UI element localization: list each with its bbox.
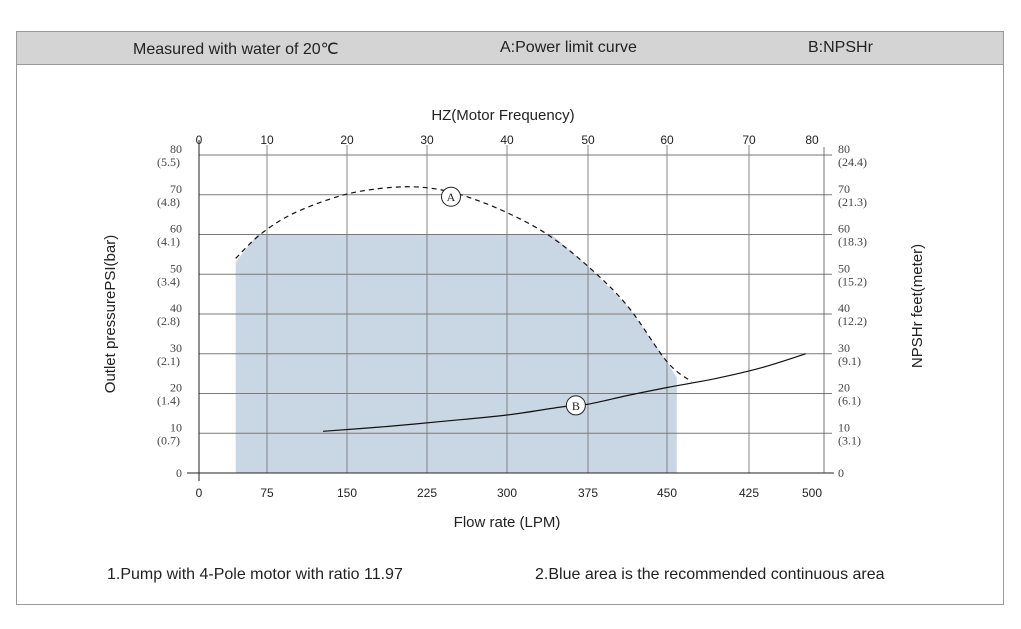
hz-tick-label: 50 <box>581 133 595 147</box>
npshr-m-tick-label: (12.2) <box>838 314 867 328</box>
npshr-ft-tick-label: 70 <box>838 182 850 196</box>
npshr-m-tick-label: (21.3) <box>838 195 867 209</box>
npshr-ft-tick-label: 50 <box>838 261 850 275</box>
npshr-ft-tick-label: 0 <box>838 466 844 480</box>
npshr-m-tick-label: (18.3) <box>838 235 867 249</box>
measurement-condition: Measured with water of 20℃ <box>133 41 339 58</box>
psi-tick-label: 40 <box>170 301 182 315</box>
bar-tick-label: (0.7) <box>157 433 180 447</box>
hz-tick-label: 10 <box>260 133 274 147</box>
hz-tick-label: 30 <box>420 133 434 147</box>
left-axis-title: Outlet pressurePSI(bar) <box>102 235 119 393</box>
bottom-axis-title: Flow rate (LPM) <box>454 514 561 531</box>
header-bar: Measured with water of 20℃ A:Power limit… <box>17 32 1003 65</box>
hz-tick-label: 0 <box>196 133 203 147</box>
npshr-m-tick-label: (15.2) <box>838 274 867 288</box>
psi-tick-label: 20 <box>170 381 182 395</box>
bar-tick-label: (2.1) <box>157 354 180 368</box>
npshr-m-tick-label: (24.4) <box>838 155 867 169</box>
bar-tick-label: (1.4) <box>157 394 180 408</box>
flow-tick-label: 425 <box>739 486 759 500</box>
bar-tick-label: (3.4) <box>157 274 180 288</box>
flow-tick-label: 500 <box>802 486 822 500</box>
flow-tick-label: 75 <box>260 486 274 500</box>
psi-tick-label: 30 <box>170 341 182 355</box>
curve-b <box>322 353 806 432</box>
psi-tick-label: 80 <box>170 142 182 156</box>
flow-tick-label: 375 <box>578 486 598 500</box>
npshr-m-tick-label: (9.1) <box>838 354 861 368</box>
npshr-m-tick-label: (3.1) <box>838 433 861 447</box>
note-blue-area: 2.Blue area is the recommended continuou… <box>535 566 885 583</box>
bar-tick-label: (2.8) <box>157 314 180 328</box>
flow-tick-label: 225 <box>417 486 437 500</box>
flow-tick-label: 300 <box>497 486 517 500</box>
curve-b-legend: B:NPSHr <box>808 39 873 56</box>
hz-tick-label: 20 <box>340 133 354 147</box>
right-axis-title: NPSHr feet(meter) <box>909 244 926 368</box>
psi-tick-label: 10 <box>170 420 182 434</box>
curve-label-circle <box>441 186 461 207</box>
npshr-ft-tick-label: 60 <box>838 222 850 236</box>
psi-tick-label: 70 <box>170 182 182 196</box>
npshr-ft-tick-label: 40 <box>838 301 850 315</box>
note-motor: 1.Pump with 4-Pole motor with ratio 11.9… <box>107 566 403 583</box>
curve-label: B <box>572 399 580 413</box>
npshr-ft-tick-label: 20 <box>838 381 850 395</box>
curve-label-circle <box>565 395 586 416</box>
bar-tick-label: (4.8) <box>157 195 180 209</box>
npshr-m-tick-label: (6.1) <box>838 394 861 408</box>
top-axis-title: HZ(Motor Frequency) <box>431 107 574 124</box>
curve-a-legend: A:Power limit curve <box>500 39 637 56</box>
curve-label: A <box>447 190 456 204</box>
bar-tick-label: (5.5) <box>157 155 180 169</box>
chart-frame <box>16 31 1004 605</box>
bar-tick-label: (4.1) <box>157 235 180 249</box>
flow-tick-label: 0 <box>196 486 203 500</box>
hz-tick-label: 40 <box>500 133 514 147</box>
hz-tick-label: 80 <box>805 133 819 147</box>
npshr-ft-tick-label: 30 <box>838 341 850 355</box>
flow-tick-label: 150 <box>337 486 357 500</box>
flow-tick-label: 450 <box>657 486 677 500</box>
psi-tick-label: 0 <box>176 466 182 480</box>
hz-tick-label: 70 <box>742 133 756 147</box>
npshr-ft-tick-label: 10 <box>838 420 850 434</box>
psi-tick-label: 50 <box>170 261 182 275</box>
hz-tick-label: 60 <box>660 133 674 147</box>
npshr-ft-tick-label: 80 <box>838 142 850 156</box>
psi-tick-label: 60 <box>170 222 182 236</box>
